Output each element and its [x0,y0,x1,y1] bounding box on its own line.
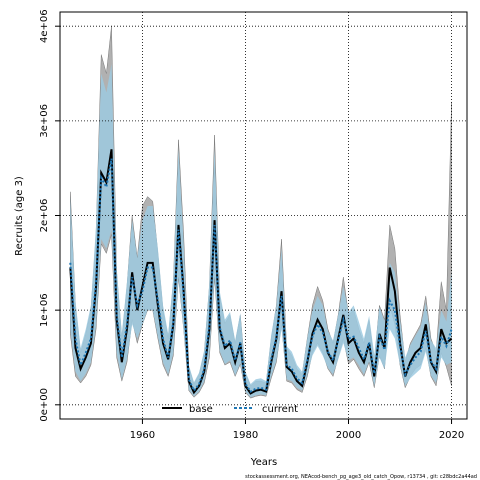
y-axis: 0e+00 1e+06 2e+06 3e+06 4e+06 [39,9,60,422]
legend: base current [162,404,298,415]
x-tick-label-1960: 1960 [130,430,155,441]
y-tick-label-4: 4e+06 [39,9,50,43]
x-tick-label-1980: 1980 [233,430,258,441]
legend-base-label: base [189,404,213,415]
line-current [69,158,453,393]
x-axis: 1960 1980 2000 2020 [130,419,464,441]
x-axis-title: Years [250,457,277,468]
confidence-bands [70,26,452,399]
legend-current-label: current [262,404,298,415]
grid-lines [60,12,467,419]
x-tick-label-2020: 2020 [439,430,464,441]
y-tick-label-1: 1e+06 [39,293,50,327]
band-current [70,64,452,398]
y-tick-label-0: 0e+00 [39,388,50,422]
footnote: stockassessment.org, NEAcod-bench_pg_age… [245,474,477,480]
y-tick-label-3: 3e+06 [39,104,50,138]
x-tick-label-2000: 2000 [336,430,361,441]
y-tick-label-2: 2e+06 [39,199,50,233]
series-lines [69,149,453,395]
y-axis-title: Recruits (age 3) [14,176,25,256]
